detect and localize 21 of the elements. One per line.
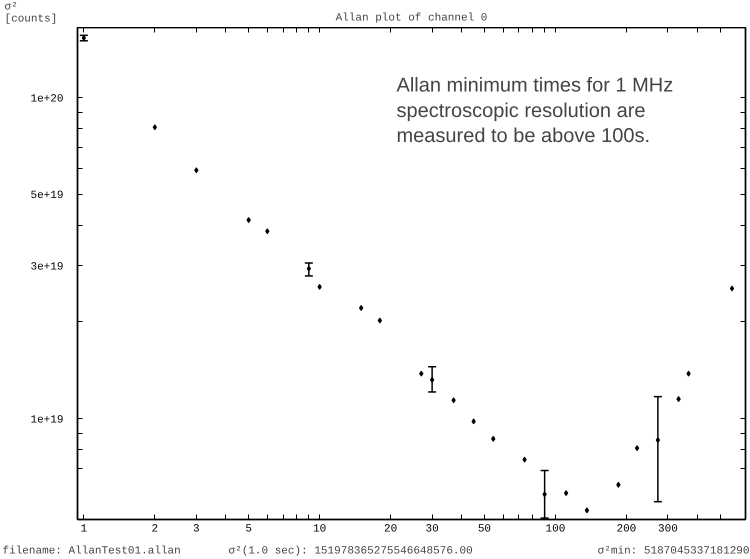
y-tick-label: 3e+19 <box>30 261 64 274</box>
x-tick-label: 2 <box>152 524 158 536</box>
x-tick-label: 20 <box>384 524 398 536</box>
x-tick-label: 30 <box>426 524 439 536</box>
y-tick-label: 5e+19 <box>30 190 64 202</box>
x-tick-label: 50 <box>478 524 492 536</box>
text: σ²min: 5187045337181290 <box>598 546 750 558</box>
y-tick-label: 1e+19 <box>30 414 64 427</box>
x-tick-label: 3 <box>193 524 200 536</box>
x-tick-label: 10 <box>313 524 326 536</box>
annotation: Allan minimum times for 1 MHz spectroscopic resolution are measured to be above 100s. <box>396 74 674 148</box>
text: σ²(1.0 sec): 151978365275546648576.00 <box>228 546 473 558</box>
x-tick-label: 300 <box>658 524 678 536</box>
y-axis-title: σ² [counts] <box>4 2 58 26</box>
x-tick-label: 1 <box>80 524 88 536</box>
text: filename: AllanTest01.allan <box>2 546 181 558</box>
x-tick-label: 5 <box>245 524 252 536</box>
chart-title: Allan plot of channel 0 <box>336 12 488 24</box>
x-tick-label: 100 <box>546 524 566 536</box>
y-tick-label: 1e+20 <box>30 93 64 106</box>
x-tick-label: 200 <box>616 524 636 536</box>
